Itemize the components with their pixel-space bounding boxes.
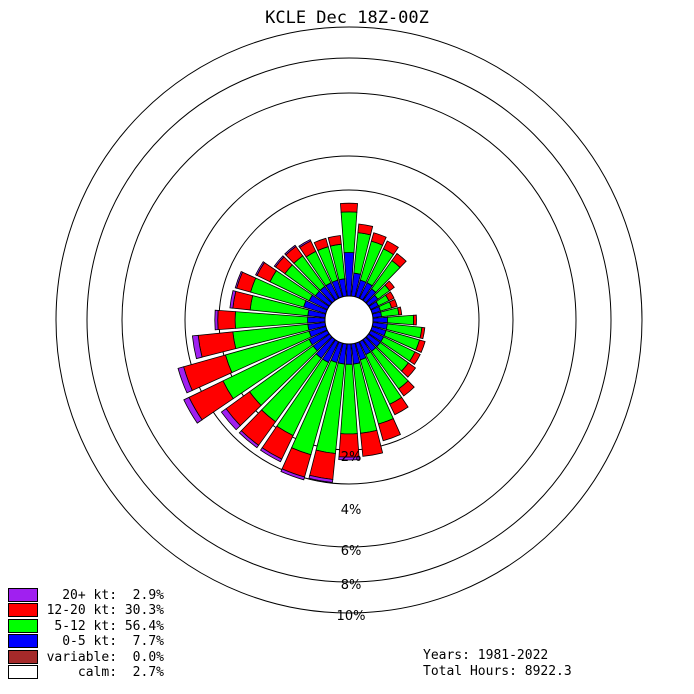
wedge-210-20kt [259,447,283,463]
wedge-50-1220kt [384,280,395,292]
legend-swatch-12-20 [8,603,38,618]
legend-text-12-20: 12-20 kt: 30.3% [46,603,164,619]
wedge-270-20kt [214,309,219,331]
ring-label-2: 2% [341,450,362,465]
wedge-340-1220kt [313,237,329,252]
wedge-290-20kt [234,271,243,289]
wedge-120-1220kt [409,351,421,366]
wedge-20-1220kt [370,232,387,246]
wedge-90-05kt [372,316,388,324]
wedge-30-1220kt [382,240,399,256]
wedge-310-20kt [273,255,285,268]
wedge-220-20kt [238,430,260,449]
wedge-190-1220kt [309,449,336,480]
legend-swatch-calm [8,664,38,679]
calm-circle [324,295,374,345]
wedge-300-20kt [255,261,265,277]
wedge-160-1220kt [377,418,401,442]
bars-layer [177,202,426,483]
wedge-270-1220kt [217,309,236,331]
wedge-260-20kt [191,334,203,360]
legend-text-variable: variable: 0.0% [46,649,164,665]
legend-text-5-12: 5-12 kt: 56.4% [46,618,164,634]
wedge-0-1220kt [340,202,358,213]
years-text: Years: 1981-2022 [423,648,549,663]
wedge-60-1220kt [385,291,395,302]
wedge-40-1220kt [391,252,407,269]
wedge-90-512kt [386,314,415,326]
wedge-130-1220kt [400,362,417,378]
footer-info: Years: 1981-2022 Total Hours: 8922.3 [423,648,572,680]
ring-8 [86,57,612,583]
wedge-180-05kt [345,343,353,365]
wedge-190-20kt [308,474,334,483]
rings-layer [55,26,643,614]
wedge-170-1220kt [360,429,384,457]
wedge-270-05kt [307,316,326,324]
chart-title: KCLE Dec 18Z-00Z [265,8,429,28]
wedge-280-1220kt [232,290,254,311]
total-hours-text: Total Hours: 8922.3 [423,664,572,679]
ring-6 [121,92,577,548]
legend-swatch-20plus [8,588,38,602]
legend-swatch-variable [8,649,38,664]
wedge-320-20kt [284,244,297,256]
wedge-110-1220kt [415,339,426,353]
wedge-180-20kt [338,456,360,461]
ring-10 [55,26,643,614]
wedge-70-1220kt [388,298,398,309]
wedge-90-1220kt [413,314,417,326]
wedge-200-20kt [280,468,306,481]
wedge-240-20kt [183,396,203,424]
ring-4 [184,155,514,485]
ring-label-6: 6% [341,544,362,559]
wedge-330-20kt [298,239,312,248]
wedge-280-20kt [229,290,237,309]
wedge-10-1220kt [357,223,374,236]
ring-label-4: 4% [341,503,362,518]
wedge-350-1220kt [327,235,342,247]
legend-text-20plus: 20+ kt: 2.9% [54,588,164,603]
ring-label-8: 8% [341,578,362,593]
wedge-100-1220kt [419,326,426,340]
ring-labels-layer: 2% 4% 6% 8% 10% [337,450,366,624]
wedge-140-1220kt [398,380,415,397]
legend-text-calm: calm: 2.7% [46,664,164,680]
legend-swatch-5-12 [8,618,38,633]
wedge-150-1220kt [389,396,409,416]
legend-swatch-0-5 [8,634,38,649]
legend-text-0-5: 0-5 kt: 7.7% [46,634,164,650]
ring-label-10: 10% [337,609,366,624]
wedge-80-1220kt [397,306,403,316]
wedge-230-20kt [220,408,241,431]
wedge-0-512kt [340,211,358,254]
wedge-250-20kt [177,366,193,394]
